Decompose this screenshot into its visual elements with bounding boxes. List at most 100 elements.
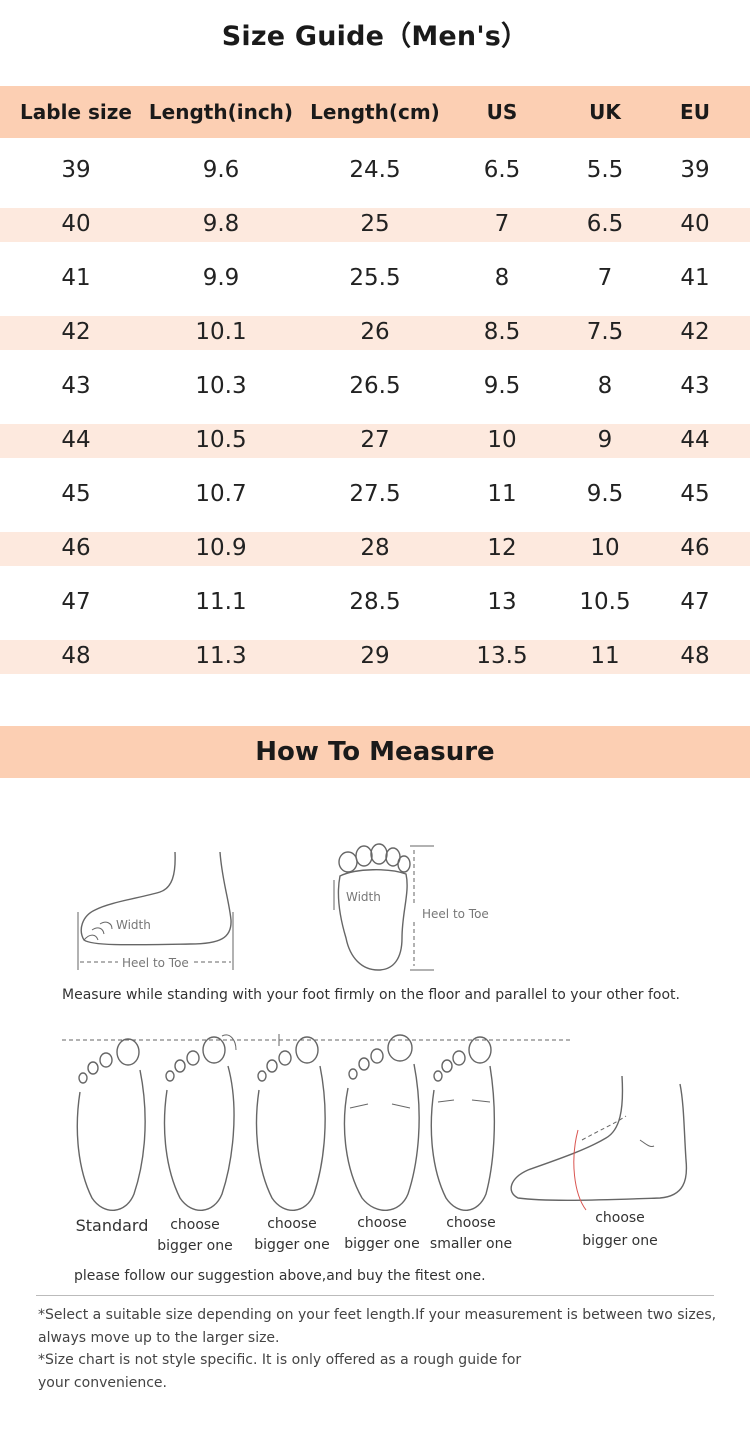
cell-uk: 5.5 [586, 157, 624, 183]
cell-uk: 8 [597, 373, 613, 399]
cell-eu: 40 [680, 211, 710, 237]
side-width-label: Width [116, 918, 151, 932]
header-label-size: Lable size [20, 100, 132, 124]
header-eu: EU [680, 100, 710, 124]
cell-cm: 28.5 [349, 589, 401, 615]
cell-cm: 25 [360, 211, 390, 237]
table-row: 48 11.3 29 13.5 11 48 [0, 640, 750, 674]
cell-size: 44 [61, 427, 91, 453]
cell-inch: 10.5 [195, 427, 247, 453]
foot-bigger-1-icon [163, 1034, 237, 1212]
label-bigger-4: choose bigger one [582, 1210, 658, 1249]
cell-uk: 10 [590, 535, 620, 561]
cell-inch: 9.9 [202, 265, 240, 291]
page-title: Size Guide（Men's） [221, 21, 529, 52]
cell-us: 9.5 [483, 373, 521, 399]
cell-cm: 25.5 [349, 265, 401, 291]
cell-size: 41 [61, 265, 91, 291]
cell-uk: 11 [590, 643, 620, 669]
cell-uk: 7.5 [586, 319, 624, 345]
cell-us: 8.5 [483, 319, 521, 345]
table-row: 45 10.7 27.5 11 9.5 45 [0, 478, 750, 512]
cell-cm: 29 [360, 643, 390, 669]
table-row: 46 10.9 28 12 10 46 [0, 532, 750, 566]
cell-size: 48 [61, 643, 91, 669]
cell-size: 43 [61, 373, 91, 399]
cell-us: 8 [494, 265, 510, 291]
label-smaller: choose smaller one [429, 1215, 513, 1252]
cell-eu: 46 [680, 535, 710, 561]
cell-us: 10 [487, 427, 517, 453]
cell-uk: 10.5 [579, 589, 631, 615]
cell-eu: 47 [680, 589, 710, 615]
side-foot-icon: Width Heel to Toe [77, 851, 234, 970]
cell-uk: 9 [597, 427, 613, 453]
cell-inch: 10.1 [195, 319, 247, 345]
foot-bigger-2-icon [255, 1034, 326, 1212]
header-length-cm: Length(cm) [310, 100, 440, 124]
cell-us: 11 [487, 481, 517, 507]
cell-size: 47 [61, 589, 91, 615]
cell-inch: 9.8 [202, 211, 240, 237]
cell-cm: 24.5 [349, 157, 401, 183]
table-row: 40 9.8 25 7 6.5 40 [0, 208, 750, 242]
cell-size: 42 [61, 319, 91, 345]
cell-inch: 11.1 [195, 589, 247, 615]
cell-size: 46 [61, 535, 91, 561]
cell-us: 6.5 [483, 157, 521, 183]
cell-size: 45 [61, 481, 91, 507]
cell-us: 13 [487, 589, 517, 615]
cell-cm: 27 [360, 427, 390, 453]
table-row: 42 10.1 26 8.5 7.5 42 [0, 316, 750, 350]
measure-instruction: Measure while standing with your foot fi… [62, 987, 680, 1003]
note-size-selection: *Select a suitable size depending on you… [38, 1307, 717, 1346]
foot-smaller-icon [430, 1036, 496, 1211]
foot-bigger-3-icon [343, 1034, 420, 1212]
table-row: 43 10.3 26.5 9.5 8 43 [0, 370, 750, 404]
table-row: 44 10.5 27 10 9 44 [0, 424, 750, 458]
cell-inch: 9.6 [202, 157, 240, 183]
side-heel-to-toe-label: Heel to Toe [122, 956, 189, 970]
label-bigger-2: choose bigger one [254, 1216, 330, 1253]
cell-eu: 44 [680, 427, 710, 453]
cell-inch: 10.9 [195, 535, 247, 561]
cell-eu: 45 [680, 481, 710, 507]
cell-us: 12 [487, 535, 517, 561]
header-us: US [486, 100, 518, 124]
size-table-header: Lable size Length(inch) Length(cm) US UK… [0, 86, 750, 138]
cell-size: 40 [61, 211, 91, 237]
suggestion-text: please follow our suggestion above,and b… [74, 1268, 486, 1284]
label-bigger-3: choose bigger one [344, 1215, 420, 1252]
cell-cm: 28 [360, 535, 390, 561]
cell-uk: 6.5 [586, 211, 624, 237]
cell-inch: 10.7 [195, 481, 247, 507]
cell-inch: 11.3 [195, 643, 247, 669]
header-uk: UK [589, 100, 621, 124]
label-bigger-1: choose bigger one [157, 1217, 233, 1254]
cell-eu: 48 [680, 643, 710, 669]
foot-standard-icon [76, 1038, 146, 1212]
cell-inch: 10.3 [195, 373, 247, 399]
table-row: 39 9.6 24.5 6.5 5.5 39 [0, 154, 750, 188]
cell-uk: 9.5 [586, 481, 624, 507]
sole-foot-icon: Width Heel to Toe [333, 843, 489, 971]
divider [36, 1295, 714, 1296]
cell-eu: 43 [680, 373, 710, 399]
cell-cm: 27.5 [349, 481, 401, 507]
table-row: 47 11.1 28.5 13 10.5 47 [0, 586, 750, 620]
table-row: 41 9.9 25.5 8 7 41 [0, 262, 750, 296]
cell-eu: 39 [680, 157, 710, 183]
cell-cm: 26.5 [349, 373, 401, 399]
note-size-chart: *Size chart is not style specific. It is… [38, 1352, 522, 1391]
sole-heel-to-toe-label: Heel to Toe [422, 907, 489, 921]
cell-us: 7 [494, 211, 510, 237]
cell-eu: 41 [680, 265, 710, 291]
cell-uk: 7 [597, 265, 613, 291]
cell-size: 39 [61, 157, 91, 183]
header-length-inch: Length(inch) [148, 100, 294, 124]
cell-us: 13.5 [476, 643, 528, 669]
sole-width-label: Width [346, 890, 381, 904]
cell-cm: 26 [360, 319, 390, 345]
cell-eu: 42 [680, 319, 710, 345]
